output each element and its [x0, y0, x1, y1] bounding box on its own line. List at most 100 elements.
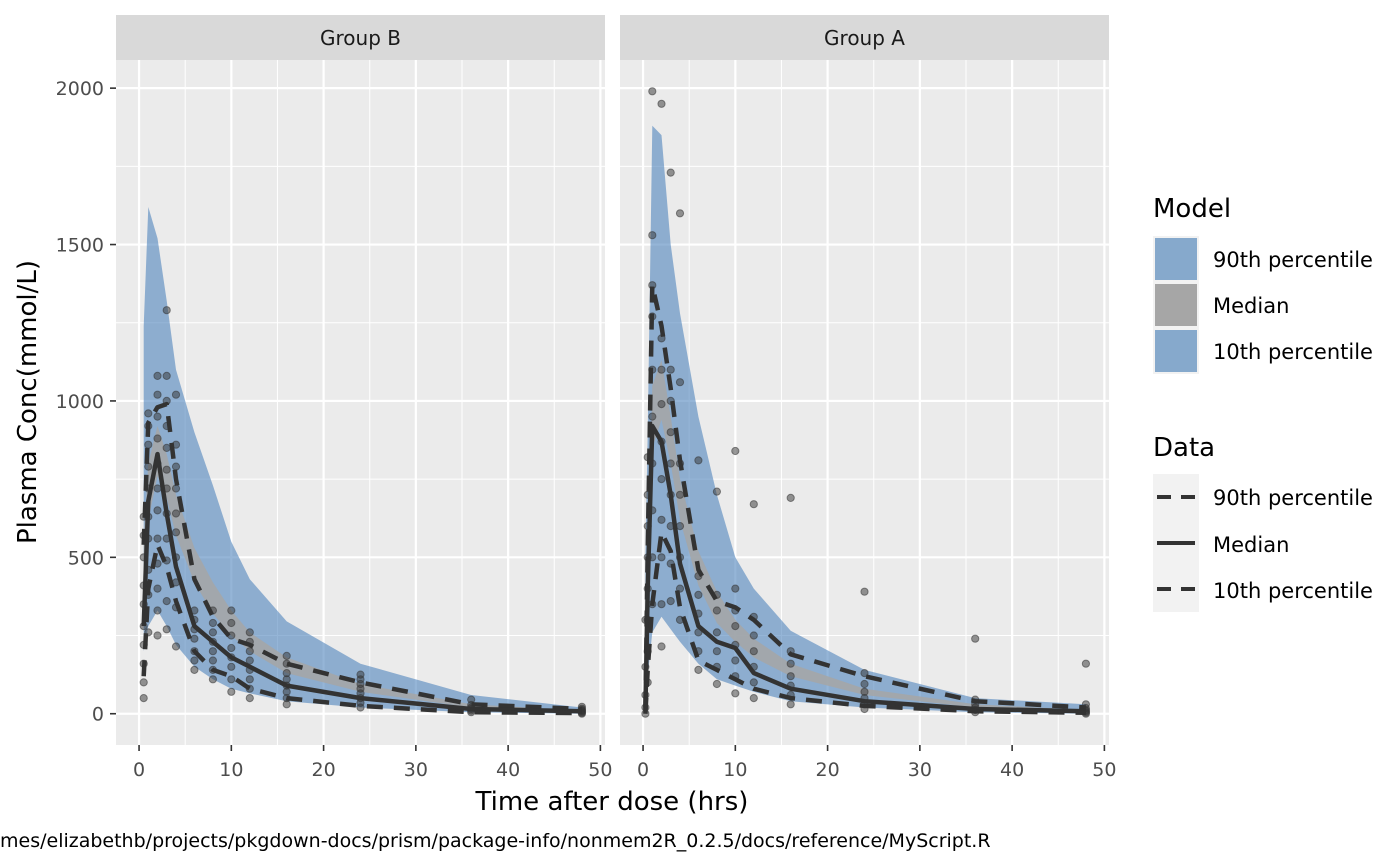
legend-data-label-90th: 90th percentile	[1213, 486, 1373, 510]
observation-point	[171, 528, 181, 537]
observation-point	[227, 618, 236, 628]
legend-data-title: Data	[1153, 433, 1215, 463]
observation-point	[227, 675, 236, 684]
observation-point	[171, 642, 181, 651]
x-tick-label: 10	[219, 759, 243, 781]
observation-point	[171, 390, 181, 399]
observation-point	[171, 509, 181, 518]
observed-percentile-lines	[141, 282, 1087, 716]
observation-point	[227, 643, 236, 653]
observed-p10-line-group-b	[141, 542, 582, 716]
observation-point	[675, 490, 685, 499]
observation-point	[712, 628, 722, 637]
legend-model-swatch-90th	[1155, 238, 1197, 280]
observation-point	[153, 606, 162, 615]
model-band-outer-group-b	[143, 207, 582, 714]
observation-point	[208, 647, 217, 656]
observation-point	[712, 647, 722, 656]
legend-model: Model 90th percentile Median 10th percen…	[1153, 194, 1373, 374]
observation-point	[162, 625, 171, 634]
strip-label-group-b: Group B	[320, 26, 401, 50]
observation-point	[657, 400, 666, 409]
observation-point	[144, 440, 153, 449]
legend-model-label-median: Median	[1213, 294, 1289, 318]
observation-point	[153, 434, 162, 443]
observed-p90-line-group-a	[643, 282, 1087, 710]
observation-point	[208, 628, 217, 637]
observed-median-line-group-a	[643, 423, 1086, 714]
observation-point	[648, 412, 657, 421]
x-axis-title: Time after dose (hrs)	[475, 787, 749, 817]
observation-point	[786, 672, 795, 681]
script-path-caption: mes/elizabethb/projects/pkgdown-docs/pri…	[0, 830, 991, 852]
x-tick-label: 40	[496, 759, 520, 781]
observation-point	[666, 459, 675, 468]
observation-point	[712, 606, 722, 615]
observation-point	[153, 484, 162, 493]
observation-point	[356, 670, 365, 679]
observation-point	[786, 659, 795, 668]
observation-point	[657, 99, 666, 108]
legend-data-label-10th: 10th percentile	[1213, 579, 1373, 603]
observation-point	[666, 168, 675, 177]
observation-point	[153, 534, 162, 543]
observation-point	[190, 634, 199, 643]
observation-point	[227, 662, 236, 671]
observation-point	[786, 700, 795, 709]
observation-point	[282, 651, 291, 661]
observation-point	[245, 628, 254, 637]
observation-point	[971, 634, 980, 643]
observed-p10-line-group-a	[643, 530, 1086, 716]
x-tick-label: 50	[1092, 759, 1116, 781]
observation-point	[712, 487, 722, 496]
observation-point	[162, 597, 171, 606]
legend-model-title: Model	[1153, 194, 1231, 224]
observation-point	[749, 694, 758, 703]
observation-point	[731, 446, 740, 456]
observation-point	[467, 695, 476, 704]
legend-data: Data 90th percentile Median 10th percent…	[1153, 433, 1373, 612]
observation-point	[860, 669, 869, 678]
observation-point	[666, 428, 675, 437]
observation-point	[245, 675, 254, 684]
x-tick-label: 30	[908, 759, 932, 781]
x-tick-label: 20	[816, 759, 840, 781]
observation-point	[675, 378, 685, 387]
observation-point	[749, 678, 758, 687]
observation-point	[749, 647, 758, 656]
x-tick-label: 0	[133, 759, 145, 781]
y-axis-title: Plasma Conc(mmol/L)	[13, 260, 43, 544]
y-tick-label: 0	[92, 704, 104, 726]
observation-point	[860, 587, 869, 596]
observation-point	[648, 87, 657, 96]
observation-point	[657, 515, 666, 524]
observation-point	[694, 590, 703, 600]
observation-point	[162, 371, 171, 380]
observation-point	[694, 456, 703, 465]
observation-point	[245, 694, 254, 703]
observation-point	[731, 584, 740, 593]
observation-point	[144, 462, 153, 471]
observation-point	[731, 656, 740, 665]
observation-point	[657, 365, 666, 374]
observation-point	[153, 631, 162, 640]
observation-point	[712, 679, 722, 689]
observation-point	[208, 675, 217, 684]
y-tick-label: 1500	[56, 235, 104, 257]
legend-model-swatch-median	[1155, 284, 1197, 326]
legend-model-swatch-10th	[1155, 330, 1197, 372]
observation-point	[227, 606, 236, 615]
observation-point	[749, 631, 758, 640]
observation-point	[227, 687, 236, 696]
observation-point	[171, 484, 181, 493]
observation-point	[153, 371, 162, 380]
observation-point	[694, 665, 703, 675]
observation-point	[282, 669, 291, 678]
x-tick-label: 40	[1000, 759, 1024, 781]
y-tick-label: 1000	[56, 391, 104, 413]
observation-point	[1081, 659, 1091, 668]
observation-point	[666, 365, 675, 374]
observation-point	[657, 642, 666, 651]
